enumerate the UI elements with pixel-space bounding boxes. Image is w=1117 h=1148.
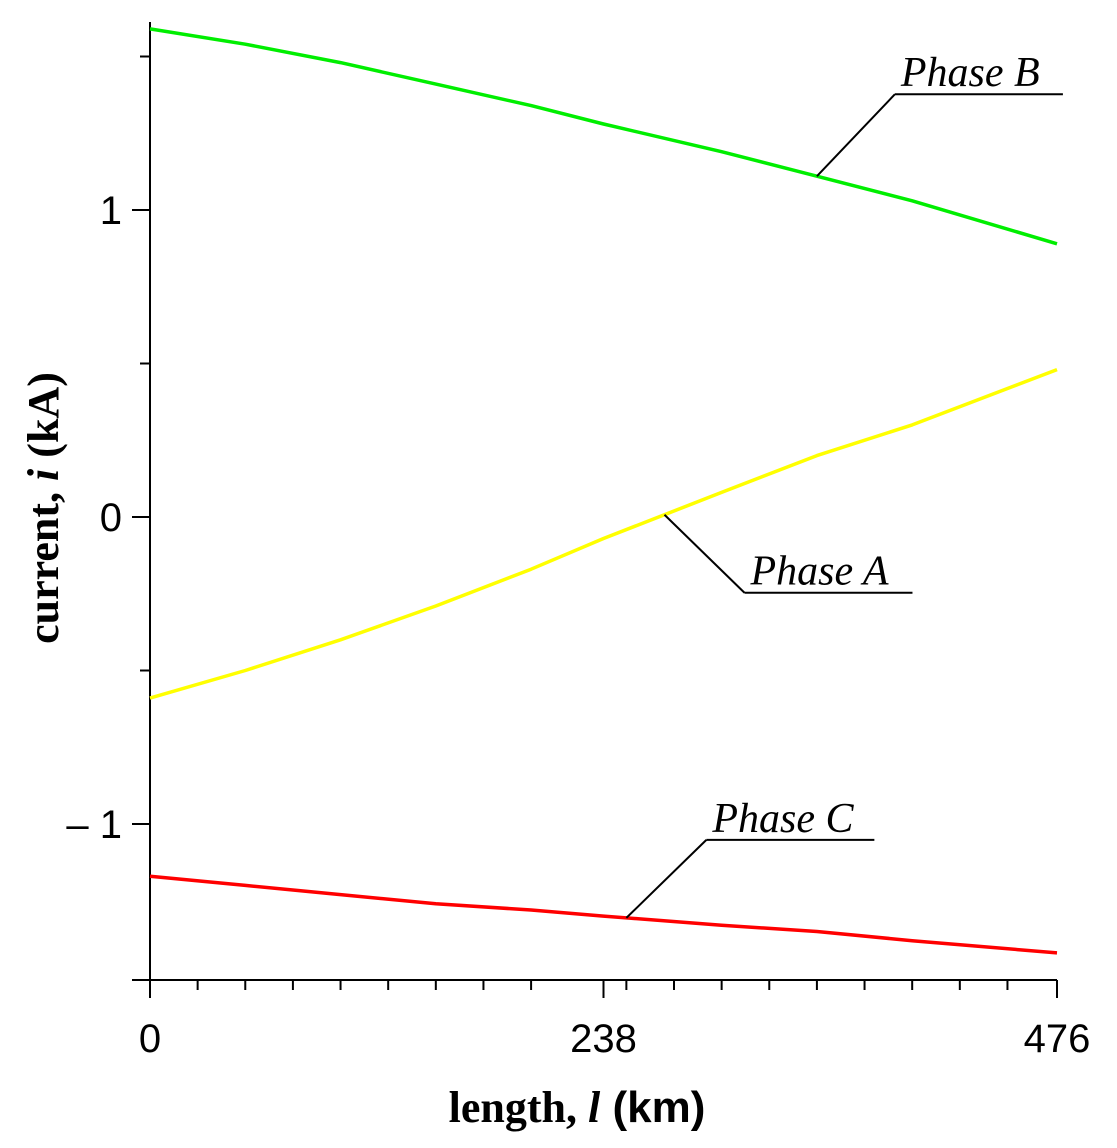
y-axis-title: current, i (kA) <box>19 372 68 644</box>
axes: – 1 0 1 0 238 476 <box>66 22 1090 1061</box>
y-tick-label: 0 <box>100 496 122 540</box>
x-tick-label: 476 <box>1024 1017 1091 1061</box>
x-tick-label: 238 <box>570 1017 637 1061</box>
leader-line-phase-b <box>816 93 896 177</box>
series-line-phase-b <box>149 27 1058 246</box>
series-line-phase-c <box>149 874 1058 955</box>
annotation-label-phase-c: Phase C <box>711 796 854 842</box>
y-tick-label: – 1 <box>66 803 122 847</box>
annotation-label-phase-b: Phase B <box>900 50 1040 96</box>
plot-area <box>149 27 1058 955</box>
x-tick-label: 0 <box>139 1017 161 1061</box>
y-tick-label: 1 <box>100 189 122 233</box>
leader-line-phase-c <box>625 839 708 919</box>
annotations: Phase B Phase A Phase C <box>625 50 1063 919</box>
series-line-phase-a <box>149 367 1058 700</box>
x-axis-title: length, l (km) <box>449 1083 706 1132</box>
leader-line-phase-a <box>663 514 746 594</box>
annotation-label-phase-a: Phase A <box>749 549 888 595</box>
